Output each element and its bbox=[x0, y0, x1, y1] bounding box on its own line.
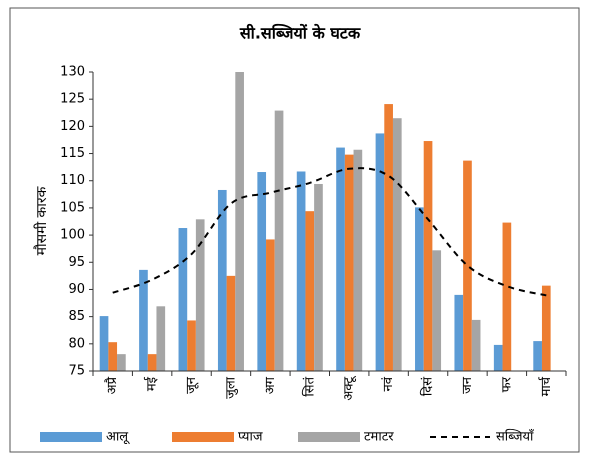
y-tick-label: 115 bbox=[60, 146, 85, 161]
y-tick-label: 130 bbox=[60, 65, 85, 80]
x-tick-label: मई bbox=[144, 376, 160, 391]
x-tick-label: अग bbox=[263, 376, 278, 394]
bar bbox=[344, 154, 354, 371]
legend-swatch bbox=[40, 432, 102, 442]
y-tick-label: 105 bbox=[60, 200, 85, 215]
bar bbox=[375, 133, 385, 371]
y-tick-label: 90 bbox=[68, 282, 85, 297]
bar bbox=[336, 147, 345, 371]
bar bbox=[423, 141, 433, 371]
bar bbox=[454, 294, 464, 371]
bar bbox=[266, 239, 275, 371]
x-tick-label: जन bbox=[460, 376, 475, 394]
x-tick-label: फर bbox=[499, 376, 514, 392]
x-tick-label: जुला bbox=[223, 376, 238, 398]
bar bbox=[493, 344, 503, 371]
bar bbox=[257, 172, 267, 371]
bar bbox=[502, 222, 512, 371]
chart-title: सी.सब्जियों के घटक bbox=[239, 24, 361, 43]
bar bbox=[217, 189, 227, 371]
x-tick-label: मार्च bbox=[538, 376, 554, 396]
bar bbox=[314, 183, 323, 371]
legend-label: टमाटर bbox=[364, 430, 394, 445]
bar bbox=[305, 211, 315, 371]
bar bbox=[187, 320, 196, 371]
bar bbox=[471, 319, 481, 371]
x-tick-label: अप्रै bbox=[104, 376, 120, 394]
bar bbox=[156, 306, 166, 371]
legend-label: प्याज bbox=[238, 430, 263, 445]
y-tick-label: 95 bbox=[68, 255, 85, 270]
line-series bbox=[112, 167, 547, 297]
y-tick-label: 125 bbox=[60, 92, 85, 107]
y-axis-label: मौसमी कारक bbox=[33, 186, 50, 255]
x-tick-label: नवं bbox=[381, 376, 396, 391]
bar bbox=[235, 72, 244, 371]
chart-border bbox=[9, 7, 580, 453]
bar bbox=[415, 207, 424, 371]
bar bbox=[139, 269, 148, 371]
bar bbox=[432, 250, 442, 371]
bar bbox=[195, 219, 205, 371]
bar bbox=[533, 341, 542, 371]
legend-swatch bbox=[172, 432, 234, 442]
y-tick-label: 100 bbox=[60, 228, 85, 243]
bar bbox=[541, 285, 551, 371]
bar bbox=[353, 149, 363, 371]
bar bbox=[384, 104, 393, 371]
x-tick-label: अक्टू bbox=[342, 376, 357, 401]
bar bbox=[117, 354, 126, 371]
bar bbox=[392, 118, 402, 371]
bar bbox=[226, 275, 236, 371]
y-tick-label: 110 bbox=[60, 173, 85, 188]
legend-label: सब्जियाँ bbox=[496, 429, 534, 445]
bar bbox=[463, 160, 472, 371]
y-tick-label: 85 bbox=[68, 309, 85, 324]
bar bbox=[178, 228, 188, 371]
y-tick-label: 75 bbox=[68, 364, 85, 379]
bar bbox=[108, 342, 118, 371]
bar bbox=[296, 171, 306, 371]
bar bbox=[274, 110, 284, 372]
legend-swatch bbox=[298, 432, 360, 442]
x-tick-label: सितं bbox=[301, 376, 317, 396]
legend-label: आलू bbox=[106, 430, 130, 445]
bar bbox=[99, 316, 109, 371]
y-tick-label: 80 bbox=[68, 336, 85, 351]
y-tick-label: 120 bbox=[60, 119, 85, 134]
x-tick-label: दिसं bbox=[420, 377, 436, 396]
x-tick-label: जून bbox=[184, 376, 199, 394]
bar bbox=[147, 354, 157, 371]
